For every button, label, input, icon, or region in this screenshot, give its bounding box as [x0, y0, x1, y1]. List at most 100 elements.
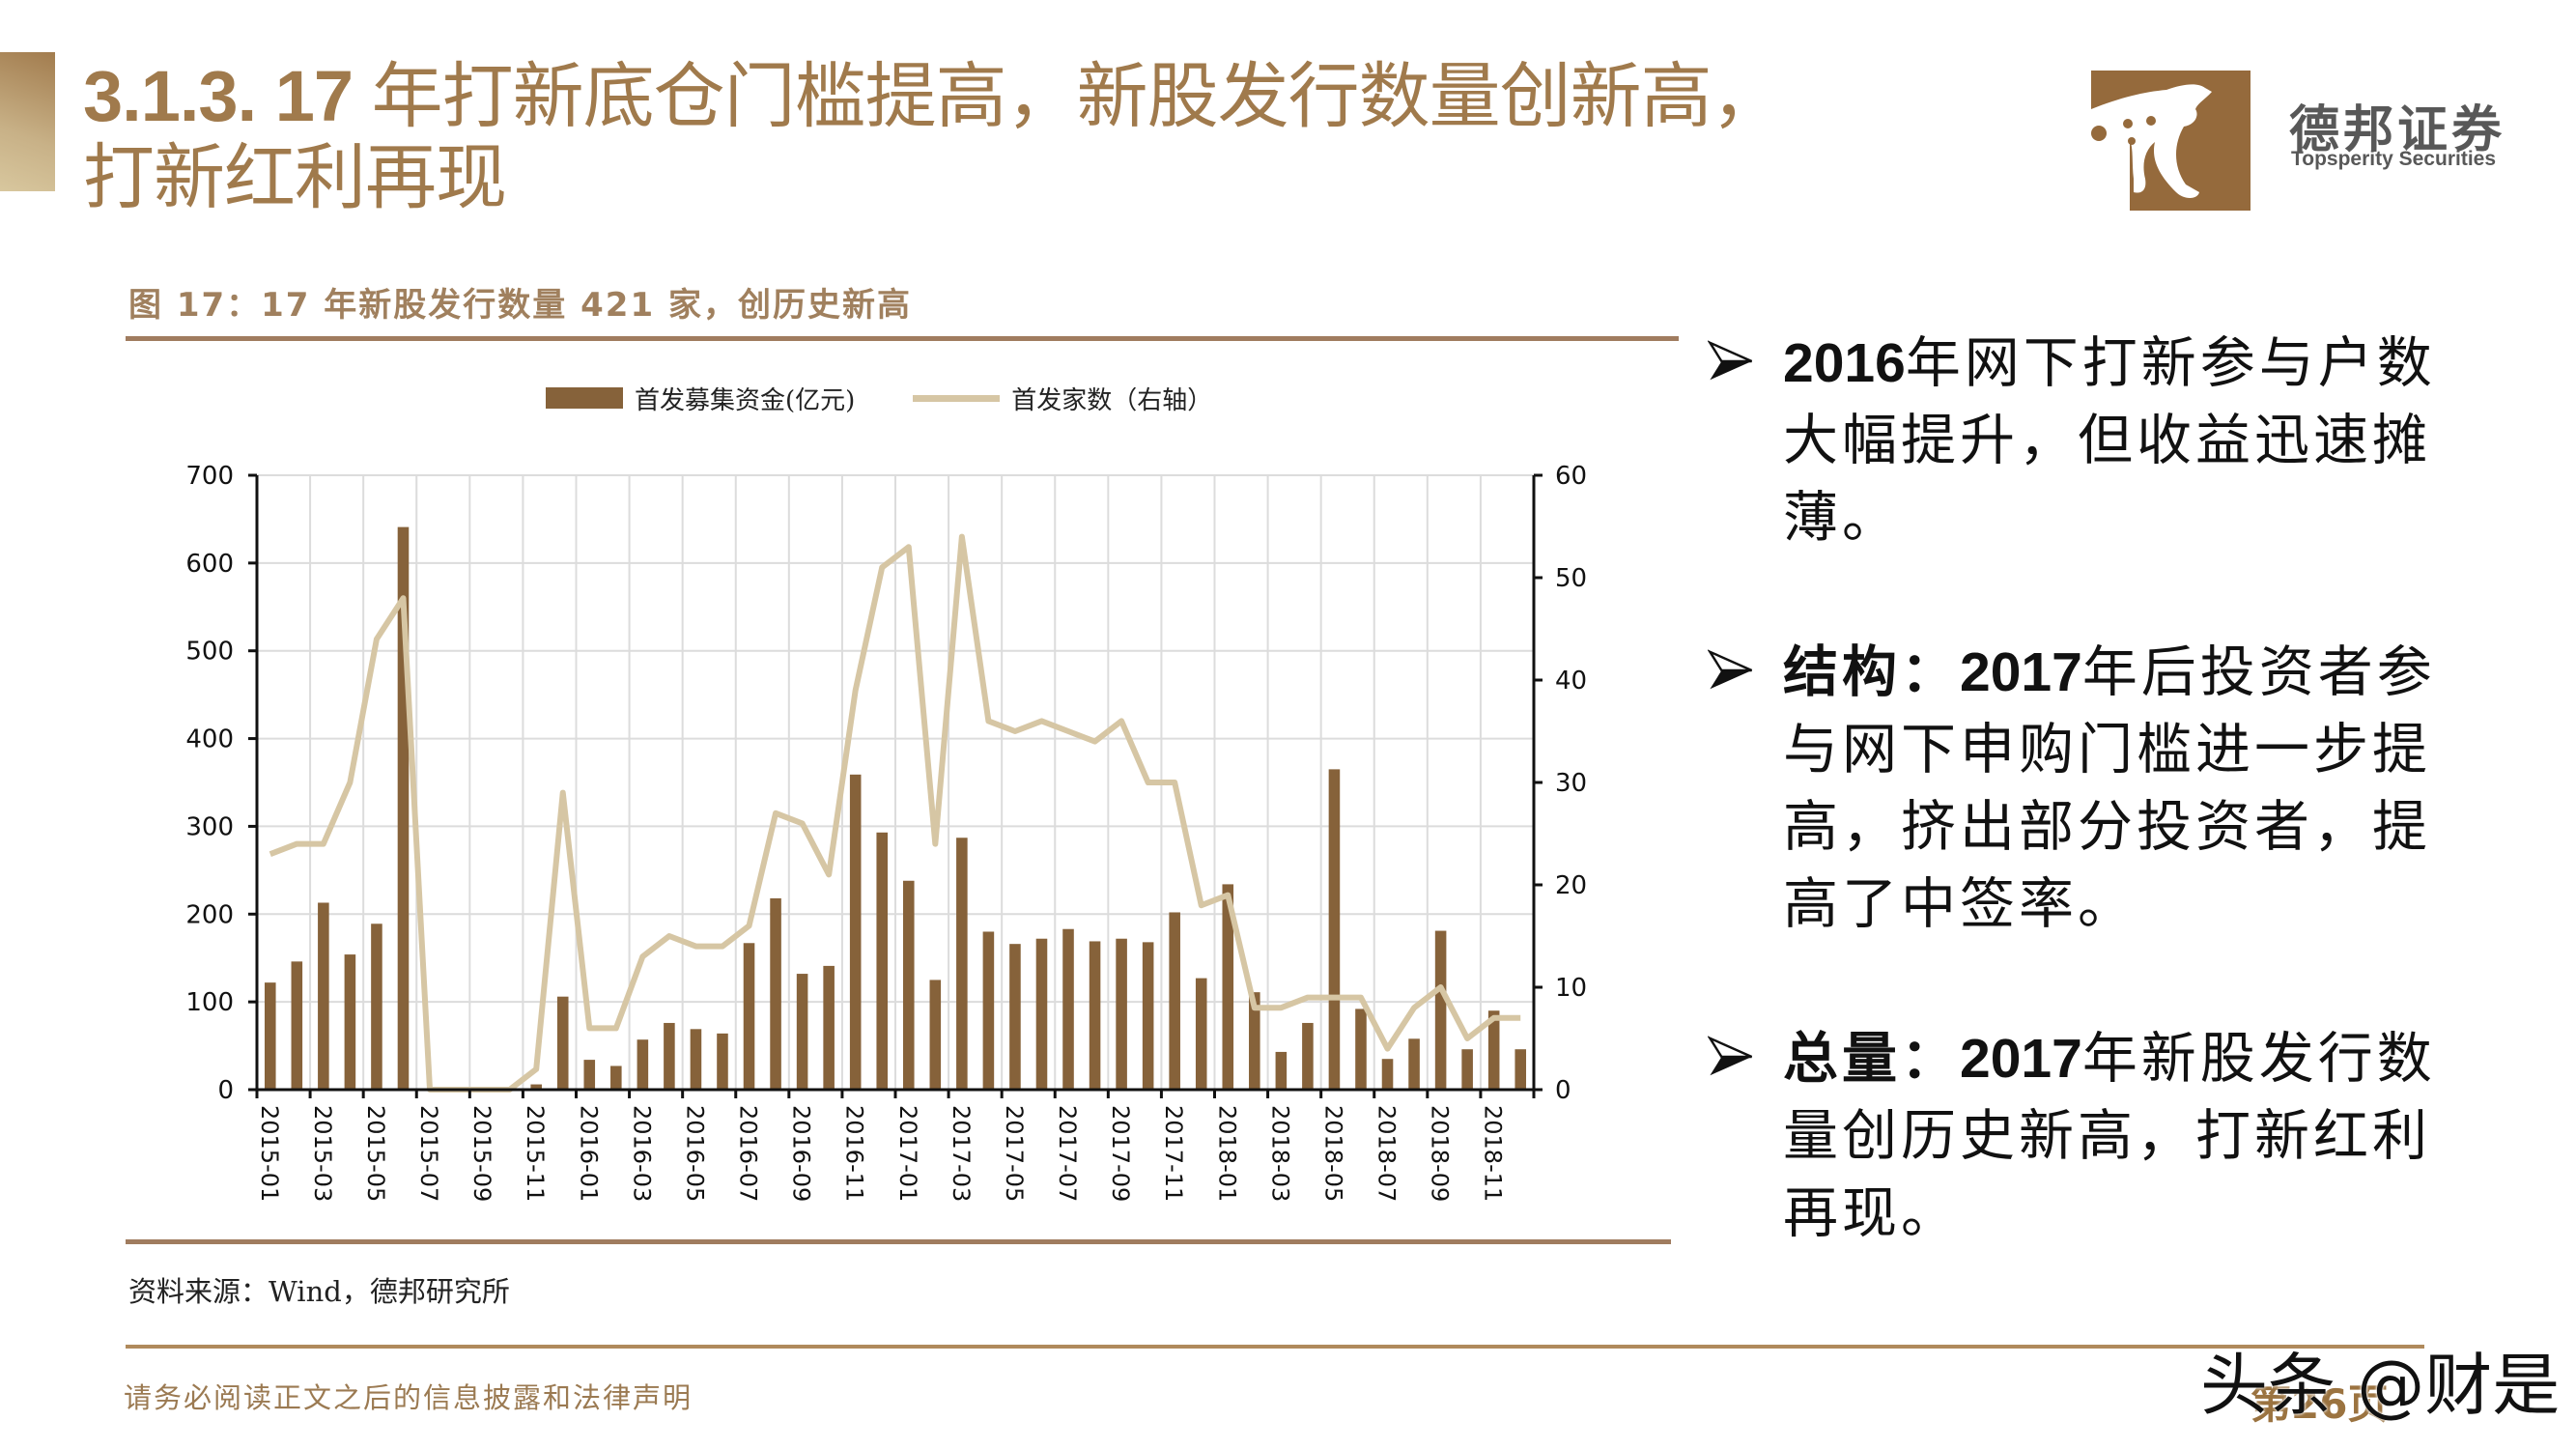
bar-ipo-funds [1142, 942, 1154, 1090]
bar-ipo-funds [344, 954, 356, 1090]
y-right-tick-label: 30 [1555, 769, 1587, 798]
bar-ipo-funds [717, 1033, 728, 1090]
bar-ipo-funds [1514, 1049, 1527, 1090]
y-left-tick-label: 700 [185, 462, 234, 491]
watermark: 头条 @财是 [2200, 1346, 2561, 1425]
bar-ipo-funds [610, 1065, 622, 1090]
bar-ipo-funds [1381, 1059, 1394, 1090]
x-tick-label: 2017-07 [1054, 1105, 1081, 1202]
bar-ipo-funds [1355, 1009, 1367, 1090]
brand-name-en: Topsperity Securities [2291, 148, 2497, 170]
x-tick-label: 2018-11 [1480, 1105, 1507, 1202]
legend-bar-label: 首发募集资金(亿元) [635, 385, 856, 415]
x-tick-label: 2018-09 [1427, 1105, 1454, 1202]
bullet-text: 再现。 [1783, 1181, 1960, 1245]
bar-ipo-funds [264, 982, 276, 1090]
bar-ipo-funds [1434, 930, 1447, 1090]
bar-ipo-funds [1062, 928, 1074, 1090]
y-left-tick-label: 500 [185, 638, 234, 667]
bullet-text: 大幅提升，但收益迅速摊 [1783, 409, 2431, 472]
brand-name-cn: 德邦证券 [2289, 101, 2506, 159]
bar-ipo-funds [1328, 769, 1341, 1090]
bar-ipo-funds [1089, 941, 1101, 1090]
legal-disclaimer: 请务必阅读正文之后的信息披露和法律声明 [124, 1381, 694, 1414]
y-left-tick-label: 400 [185, 725, 234, 754]
bar-ipo-funds [1222, 884, 1234, 1090]
bullet-lead: 2016 [1783, 332, 1906, 394]
bullet-text: 量创历史新高，打新红利 [1783, 1104, 2431, 1168]
bar-ipo-funds [397, 526, 410, 1090]
bar-ipo-funds [371, 923, 382, 1090]
key-points: 2016年网下打新参与户数 大幅提升，但收益迅速摊 薄。 结构：2017年后投资… [1708, 325, 2538, 1329]
bar-ipo-funds [556, 996, 569, 1090]
y-right-tick-label: 50 [1555, 564, 1587, 593]
bullet-text: 薄。 [1783, 486, 1901, 550]
bullet-total: 总量：2017年新股发行数 量创历史新高，打新红利 再现。 [1708, 1020, 2538, 1252]
title-line-1: 年打新底仓门槛提高，新股发行数量创新高， [371, 56, 1783, 136]
bar-ipo-funds [318, 902, 329, 1090]
bar-ipo-funds [1487, 1010, 1500, 1090]
y-right-tick-label: 40 [1555, 667, 1587, 696]
bullet-lead-label: 总量： [1783, 1027, 1960, 1091]
legend-bar-swatch [546, 387, 623, 409]
x-tick-label: 2017-11 [1160, 1105, 1187, 1202]
x-tick-label: 2015-03 [309, 1105, 336, 1202]
bar-ipo-funds [1035, 938, 1048, 1090]
x-tick-label: 2016-01 [575, 1105, 602, 1202]
x-tick-label: 2017-05 [1001, 1105, 1028, 1202]
bullet-lead: 2017 [1960, 641, 2082, 703]
figure-source: 资料来源：Wind，德邦研究所 [128, 1275, 510, 1308]
bar-ipo-funds [530, 1084, 542, 1090]
x-tick-label: 2018-05 [1319, 1105, 1346, 1202]
y-right-tick-label: 10 [1555, 974, 1587, 1003]
x-tick-label: 2015-11 [522, 1105, 549, 1202]
x-tick-label: 2015-05 [362, 1105, 389, 1202]
x-tick-label: 2016-07 [735, 1105, 762, 1202]
bar-ipo-funds [796, 974, 808, 1090]
bar-ipo-funds [743, 943, 755, 1090]
x-tick-label: 2015-09 [468, 1105, 495, 1202]
title-section-number: 3.1.3. 17 [83, 56, 354, 136]
y-left-tick-label: 300 [185, 812, 234, 841]
y-right-tick-label: 20 [1555, 871, 1587, 900]
x-tick-label: 2017-09 [1107, 1105, 1134, 1202]
bar-ipo-funds [823, 965, 835, 1090]
y-left-tick-label: 0 [217, 1076, 234, 1105]
figure-title: 图 17：17 年新股发行数量 421 家，创历史新高 [128, 286, 912, 325]
bar-ipo-funds [1249, 992, 1260, 1090]
source-rule [126, 1239, 1671, 1244]
bullet-text: 高了中签率。 [1783, 872, 2137, 936]
bullet-structure: 结构：2017年后投资者参 与网下申购门槛进一步提 高，挤出部分投资者，提 高了… [1708, 634, 2538, 943]
x-tick-label: 2015-01 [256, 1105, 283, 1202]
x-tick-label: 2018-07 [1373, 1105, 1401, 1202]
legend-line-label: 首发家数（右轴） [1011, 385, 1213, 415]
figure-title-rule [126, 336, 1679, 341]
bar-ipo-funds [876, 832, 889, 1090]
x-tick-label: 2018-03 [1266, 1105, 1293, 1202]
footer-rule [126, 1345, 2424, 1349]
bar-ipo-funds [664, 1022, 675, 1090]
arrowhead-bullet-icon [1708, 340, 1753, 381]
x-tick-label: 2018-01 [1213, 1105, 1240, 1202]
bullet-lead: 2017 [1960, 1028, 2082, 1090]
title-line-2: 打新红利再现 [83, 137, 507, 217]
bar-ipo-funds [583, 1060, 596, 1090]
y-right-tick-label: 0 [1555, 1076, 1571, 1105]
x-tick-label: 2017-03 [948, 1105, 975, 1202]
x-tick-label: 2016-09 [788, 1105, 815, 1202]
bar-ipo-funds [1195, 978, 1207, 1090]
y-left-tick-label: 600 [185, 550, 234, 579]
title-accent-bar [0, 52, 55, 191]
bullet-participation: 2016年网下打新参与户数 大幅提升，但收益迅速摊 薄。 [1708, 325, 2538, 556]
legend-line-swatch [913, 394, 1001, 402]
y-left-tick-label: 200 [185, 900, 234, 929]
bar-ipo-funds [291, 961, 303, 1090]
bar-ipo-funds [1169, 912, 1180, 1090]
bar-ipo-funds [1408, 1038, 1420, 1090]
bullet-text: 年新股发行数 [2081, 1027, 2436, 1091]
bar-ipo-funds [1302, 1022, 1314, 1090]
arrowhead-bullet-icon [1708, 1036, 1753, 1076]
bar-ipo-funds [956, 838, 968, 1090]
bullet-text: 年网下打新参与户数 [1905, 331, 2436, 395]
